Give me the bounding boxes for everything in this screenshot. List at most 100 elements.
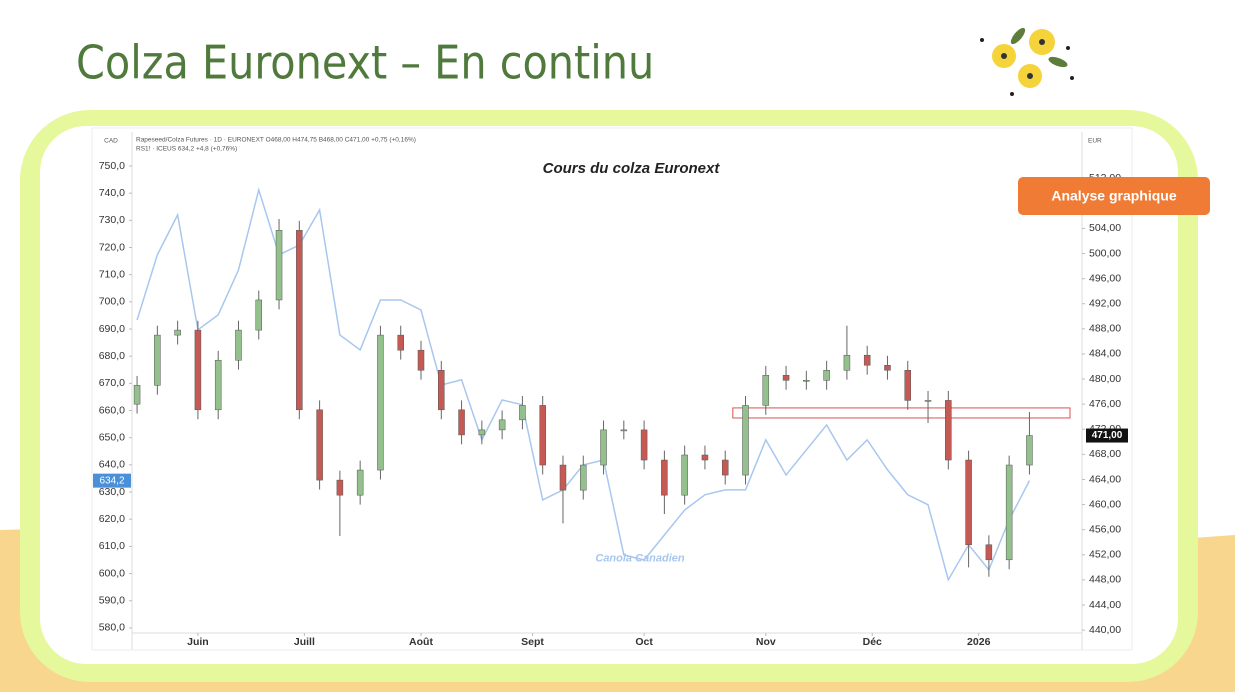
flower-icon bbox=[980, 27, 1074, 96]
candle-body bbox=[377, 334, 384, 471]
candle-body bbox=[498, 419, 506, 431]
y-tick-label: 750,0 bbox=[99, 160, 125, 172]
candle-body bbox=[661, 459, 668, 496]
y2-tick-label: 460,00 bbox=[1089, 498, 1121, 510]
y2-tick-label: 504,00 bbox=[1089, 222, 1121, 234]
x-tick-label: Août bbox=[409, 636, 433, 648]
candle-body bbox=[1026, 435, 1033, 466]
y-tick-label: 640,0 bbox=[99, 459, 125, 471]
candle-body bbox=[721, 459, 729, 476]
candle-body bbox=[640, 429, 648, 461]
button-label[interactable]: Analyse graphique bbox=[1051, 188, 1176, 204]
y-tick-label: 740,0 bbox=[99, 187, 125, 199]
candle-body bbox=[417, 349, 425, 371]
analysis-button[interactable]: Analyse graphique bbox=[1018, 177, 1210, 215]
candle-body bbox=[478, 429, 486, 436]
y-tick-label: 590,0 bbox=[99, 595, 125, 607]
x-tick-label: Juill bbox=[294, 636, 315, 648]
candle-body bbox=[316, 409, 323, 481]
x-tick-label: Nov bbox=[756, 636, 776, 648]
y-tick-label: 580,0 bbox=[99, 622, 125, 634]
candle-body bbox=[945, 400, 952, 461]
x-tick-label: Sept bbox=[521, 636, 544, 648]
candle-body bbox=[701, 454, 709, 461]
candle-body bbox=[803, 380, 810, 382]
candle-body bbox=[194, 329, 202, 411]
resistance-zone bbox=[732, 407, 1071, 419]
x-tick-label: 2026 bbox=[967, 636, 991, 648]
candle-body bbox=[336, 479, 344, 496]
candle-body bbox=[154, 334, 161, 386]
chart-title: Cours du colza Euronext bbox=[543, 160, 721, 177]
y-tick-label: 700,0 bbox=[99, 296, 125, 308]
button-bg[interactable] bbox=[1018, 177, 1210, 215]
y-tick-label: 610,0 bbox=[99, 540, 125, 552]
y-tick-label: 650,0 bbox=[99, 431, 125, 443]
candle-body bbox=[174, 329, 181, 336]
candle-body bbox=[843, 354, 851, 371]
candle-body bbox=[863, 354, 871, 366]
page-title: Colza Euronext – En continu bbox=[76, 36, 654, 90]
candle-body bbox=[214, 359, 222, 411]
candle-body bbox=[559, 464, 567, 491]
y-tick-label: 710,0 bbox=[99, 268, 125, 280]
y-tick-label: 720,0 bbox=[99, 241, 125, 253]
candle-body bbox=[681, 454, 688, 496]
candle-body bbox=[884, 364, 891, 371]
last-value-label: 634,2 bbox=[99, 475, 124, 486]
candle-body bbox=[275, 230, 283, 301]
y-tick-label: 620,0 bbox=[99, 513, 125, 525]
y-tick-label: 690,0 bbox=[99, 323, 125, 335]
y2-tick-label: 492,00 bbox=[1089, 298, 1121, 310]
candle-body bbox=[742, 405, 749, 476]
y-tick-label: 660,0 bbox=[99, 404, 125, 416]
candle-body bbox=[823, 370, 830, 381]
y-tick-label: 600,0 bbox=[99, 567, 125, 579]
candle-body bbox=[296, 230, 303, 411]
candle-body bbox=[1005, 464, 1013, 561]
candle-body bbox=[965, 459, 972, 546]
y2-tick-label: 468,00 bbox=[1089, 448, 1121, 460]
last-close-tag bbox=[1086, 428, 1128, 443]
candle-body bbox=[782, 375, 790, 381]
y-tick-label: 670,0 bbox=[99, 377, 125, 389]
candle-body bbox=[539, 405, 546, 466]
candle-body bbox=[762, 375, 770, 406]
info-line: Rapeseed/Colza Futures · 1D · EURONEXT O… bbox=[136, 137, 416, 144]
y2-unit: EUR bbox=[1088, 138, 1102, 145]
info-line: RS1! · ICEUS 634,2 +4,8 (+0,76%) bbox=[136, 146, 237, 153]
series-label: Canola Canadien bbox=[595, 552, 685, 564]
candle-body bbox=[458, 409, 465, 436]
y2-tick-label: 496,00 bbox=[1089, 272, 1121, 284]
y2-tick-label: 484,00 bbox=[1089, 348, 1121, 360]
candle-body bbox=[985, 544, 993, 561]
y2-tick-label: 448,00 bbox=[1089, 574, 1121, 586]
y2-tick-label: 444,00 bbox=[1089, 599, 1121, 611]
candle-body bbox=[904, 370, 912, 401]
y2-tick-label: 476,00 bbox=[1089, 398, 1121, 410]
chart-panel bbox=[91, 127, 1133, 651]
y2-tick-label: 456,00 bbox=[1089, 523, 1121, 535]
last-value-tag bbox=[93, 473, 131, 488]
candle-body bbox=[235, 329, 242, 361]
y2-tick-label: 452,00 bbox=[1089, 549, 1121, 561]
x-tick-label: Déc bbox=[863, 636, 882, 648]
y-tick-label: 730,0 bbox=[99, 214, 125, 226]
candle-body bbox=[356, 469, 364, 496]
candle-body bbox=[397, 334, 404, 351]
y2-tick-label: 480,00 bbox=[1089, 373, 1121, 385]
y2-tick-label: 500,00 bbox=[1089, 247, 1121, 259]
y2-tick-label: 464,00 bbox=[1089, 473, 1121, 485]
candle-body bbox=[519, 405, 526, 421]
y2-tick-label: 488,00 bbox=[1089, 323, 1121, 335]
y-tick-label: 630,0 bbox=[99, 486, 125, 498]
candle-body bbox=[133, 385, 141, 405]
candle-body bbox=[600, 429, 607, 466]
y2-tick-label: 440,00 bbox=[1089, 624, 1121, 636]
y-unit: CAD bbox=[104, 138, 118, 145]
candle-body bbox=[620, 429, 628, 432]
candle-body bbox=[255, 299, 263, 331]
candle-body bbox=[438, 370, 445, 411]
